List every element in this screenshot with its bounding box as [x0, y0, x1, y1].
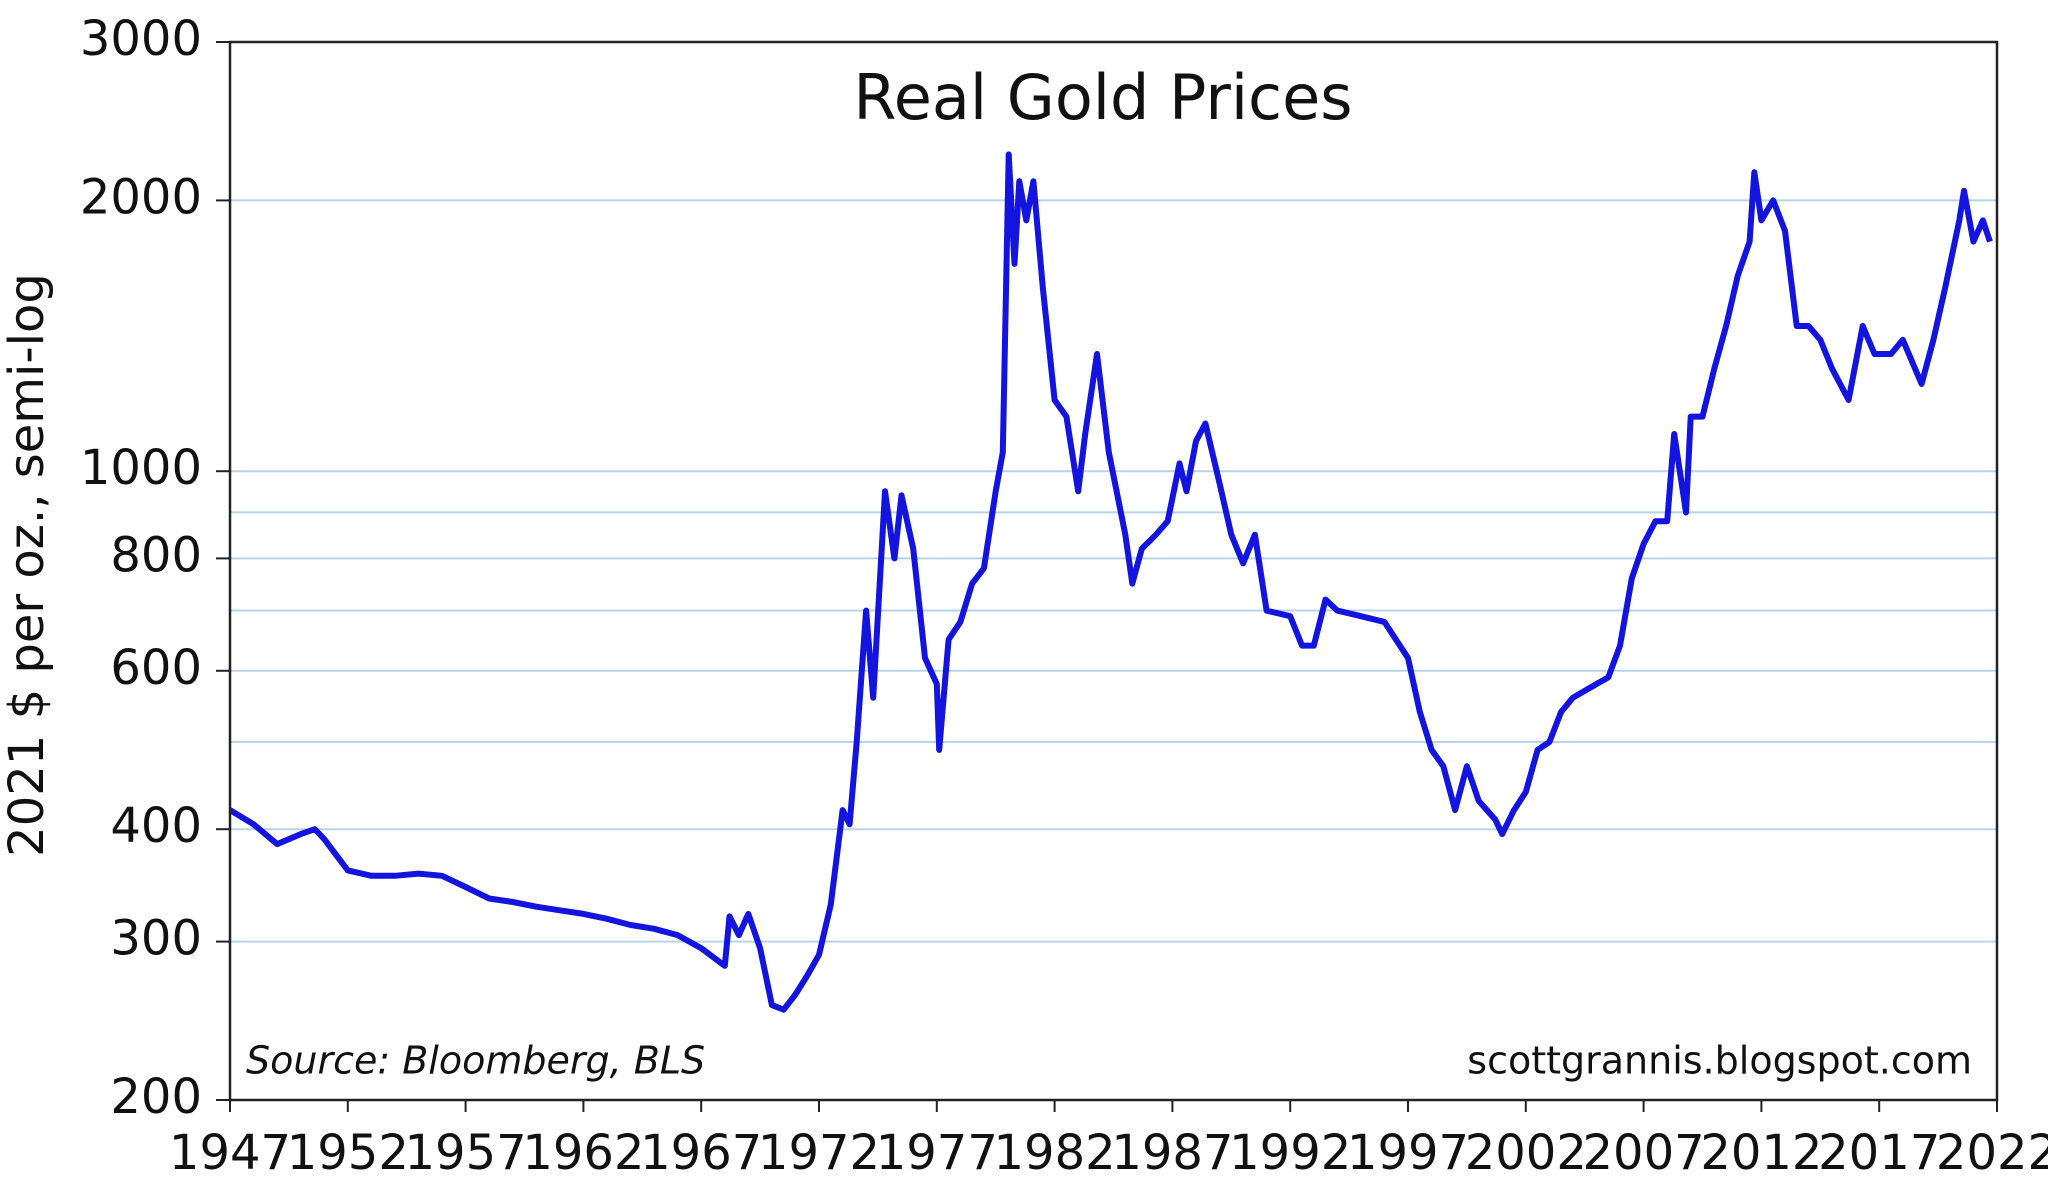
- x-tick-label: 1997: [1347, 1125, 1469, 1181]
- x-tick-label: 2007: [1583, 1125, 1705, 1181]
- x-tick-label: 1967: [640, 1125, 762, 1181]
- x-tick-label: 1992: [1229, 1125, 1351, 1181]
- x-tick-label: 2017: [1818, 1125, 1940, 1181]
- x-tick-label: 1982: [994, 1125, 1116, 1181]
- y-tick-label: 800: [110, 527, 202, 583]
- x-tick-label: 1952: [287, 1125, 409, 1181]
- y-tick-label: 1000: [80, 440, 202, 496]
- y-tick-label: 200: [110, 1069, 202, 1125]
- y-tick-label: 400: [110, 798, 202, 854]
- x-tick-label: 2012: [1700, 1125, 1822, 1181]
- source-note: Source: Bloomberg, BLS: [246, 1039, 705, 1083]
- y-tick-label: 300: [110, 911, 202, 967]
- y-tick-label: 3000: [80, 11, 202, 67]
- credit-note: scottgrannis.blogspot.com: [1467, 1039, 1972, 1083]
- x-tick-label: 1972: [758, 1125, 880, 1181]
- grid: [230, 41, 1997, 1101]
- plot-frame: [228, 40, 1999, 1102]
- x-tick-label: 1957: [405, 1125, 527, 1181]
- price-line: [228, 151, 1993, 1013]
- x-tick-label: 1962: [522, 1125, 644, 1181]
- y-tick-label: 600: [110, 640, 202, 696]
- y-axis-label: 2021 $ per oz., semi-log: [0, 273, 55, 857]
- x-tick-label: 1987: [1111, 1125, 1233, 1181]
- y-tick-label: 2000: [80, 169, 202, 225]
- x-tick-label: 2022: [1936, 1125, 2048, 1181]
- x-tick-label: 1977: [876, 1125, 998, 1181]
- x-tick-label: 2002: [1465, 1125, 1587, 1181]
- x-tick-label: 1947: [169, 1125, 291, 1181]
- chart-title: Real Gold Prices: [853, 61, 1352, 134]
